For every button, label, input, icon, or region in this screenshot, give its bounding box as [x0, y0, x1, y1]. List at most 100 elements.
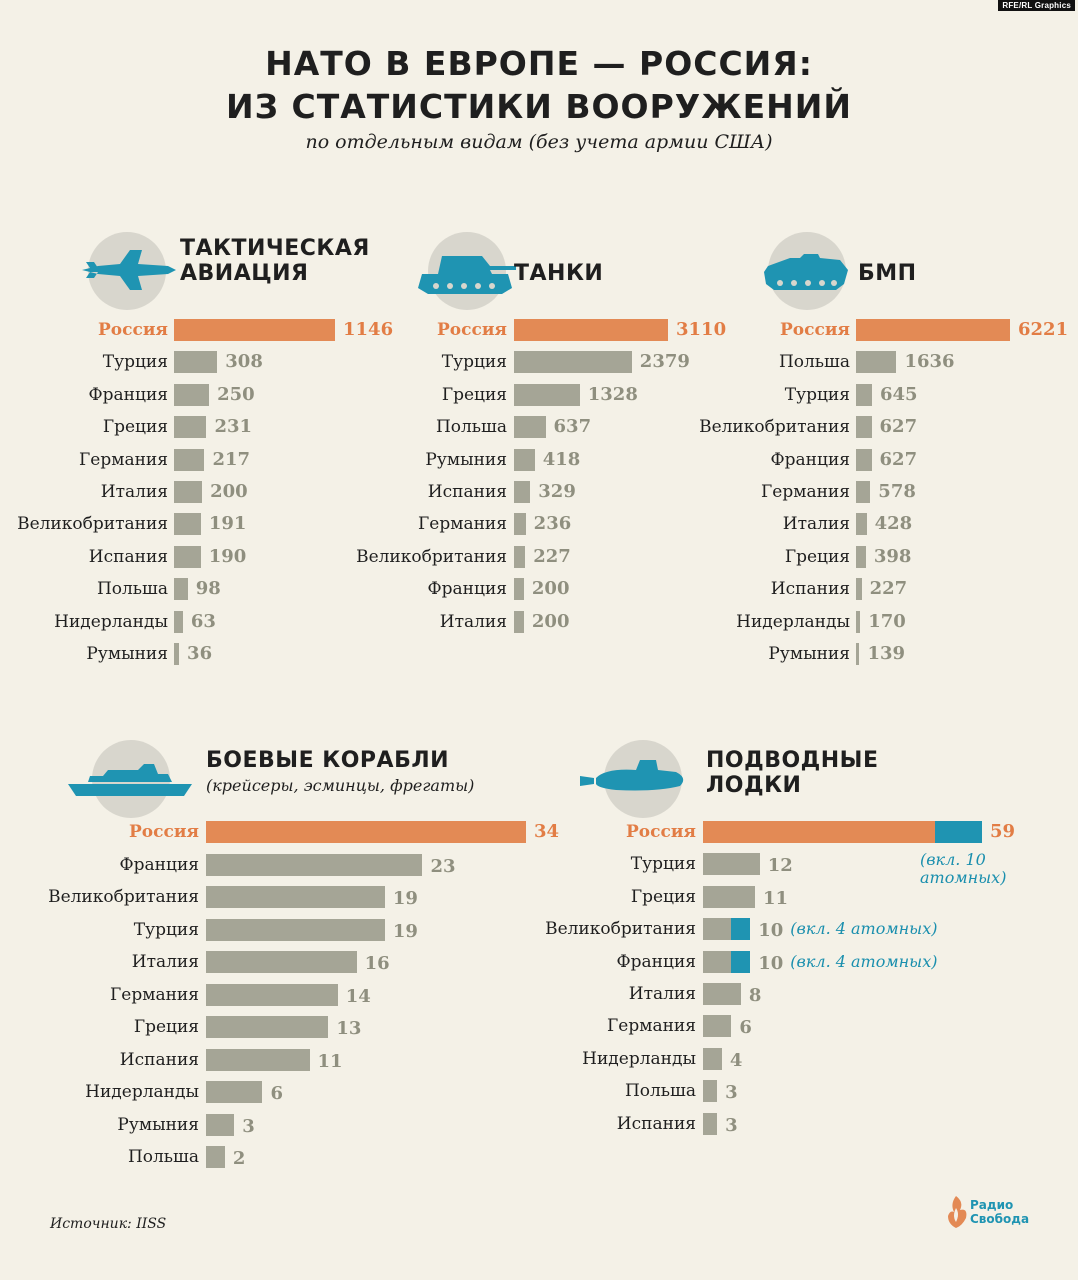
category-label: Испания — [88, 547, 168, 567]
category-label: Франция — [119, 855, 199, 875]
value-label: 329 — [538, 481, 576, 502]
submarine-icon — [580, 740, 684, 818]
bar — [206, 1146, 225, 1168]
bar — [514, 513, 526, 535]
value-label: 398 — [873, 546, 912, 567]
category-label: Италия — [628, 984, 696, 1004]
bar — [174, 319, 335, 341]
bar — [856, 319, 1010, 341]
value-label: 23 — [430, 856, 456, 877]
category-label: Великобритания — [17, 514, 168, 534]
bar — [514, 578, 524, 600]
bar — [856, 416, 872, 438]
fighter-jet-icon — [82, 232, 176, 310]
category-label: Германия — [607, 1016, 696, 1036]
value-label: 236 — [533, 513, 572, 534]
value-label: 6 — [270, 1083, 283, 1104]
category-label: Великобритания — [545, 919, 696, 939]
category-label: Испания — [616, 1114, 696, 1134]
category-label: Россия — [780, 320, 850, 340]
category-label: Нидерланды — [54, 612, 168, 632]
category-label: Россия — [129, 822, 199, 842]
bar — [703, 918, 751, 940]
value-label: 59 — [990, 821, 1016, 842]
bar — [703, 951, 751, 973]
value-label: 627 — [879, 416, 918, 437]
brand-line1: Радио — [970, 1198, 1014, 1212]
bar — [206, 984, 338, 1006]
bar — [174, 351, 218, 373]
category-label: Турция — [133, 920, 199, 940]
category-label: Польша — [96, 579, 168, 599]
value-label: 16 — [364, 953, 390, 974]
warship-icon — [68, 740, 192, 818]
category-label: Испания — [119, 1050, 199, 1070]
category-label: Россия — [437, 320, 507, 340]
bar — [703, 1113, 718, 1135]
flame-icon — [948, 1196, 967, 1228]
category-label: Польша — [127, 1147, 199, 1167]
value-label: 200 — [531, 611, 570, 632]
category-label: Румыния — [768, 644, 850, 664]
category-label: Россия — [98, 320, 168, 340]
chart-title-line2: АВИАЦИЯ — [180, 261, 309, 286]
value-label: 19 — [392, 921, 418, 942]
category-label: Великобритания — [356, 547, 507, 567]
value-label: 308 — [225, 351, 263, 372]
bar — [856, 513, 867, 535]
category-label: Германия — [418, 514, 507, 534]
chart-title-line2: ЛОДКИ — [706, 773, 802, 798]
bar — [856, 449, 872, 471]
value-label: 227 — [869, 578, 908, 599]
value-label: 10 — [758, 953, 784, 974]
value-label: 250 — [217, 384, 255, 405]
tank-icon — [418, 232, 516, 310]
bar — [856, 481, 871, 503]
bar — [856, 351, 897, 373]
bar — [514, 351, 632, 373]
value-note: (вкл. 4 атомных) — [790, 919, 938, 938]
bar — [206, 919, 385, 941]
category-label: Турция — [784, 385, 850, 405]
bar — [174, 513, 201, 535]
page-title-line1: НАТО В ЕВРОПЕ — РОССИЯ: — [265, 44, 813, 83]
value-label: 8 — [748, 985, 762, 1006]
category-label: Германия — [761, 482, 850, 502]
value-label: 200 — [210, 481, 248, 502]
value-note: (вкл. 4 атомных) — [790, 952, 938, 971]
nuclear-bar-segment — [731, 951, 751, 973]
value-label: 10 — [758, 920, 784, 941]
value-label: 428 — [874, 513, 913, 534]
value-label: 190 — [208, 546, 247, 567]
category-label: Польша — [778, 352, 850, 372]
chart-title-line1: БМП — [858, 261, 917, 286]
bar — [206, 1016, 329, 1038]
category-label: Нидерланды — [85, 1082, 199, 1102]
value-label: 11 — [317, 1051, 343, 1072]
category-label: Турция — [441, 352, 507, 372]
value-label: 1146 — [343, 319, 394, 340]
value-label: 2 — [232, 1148, 246, 1169]
bar — [703, 886, 756, 908]
category-label: Румыния — [425, 450, 507, 470]
value-label: 3 — [725, 1115, 738, 1136]
bar — [703, 1080, 718, 1102]
source-note: Источник: IISS — [50, 1216, 167, 1232]
value-label: 11 — [763, 888, 789, 909]
bar — [174, 643, 180, 665]
value-label: 191 — [208, 513, 247, 534]
value-label: 36 — [187, 643, 213, 664]
category-label: Румыния — [117, 1115, 199, 1135]
category-label: Великобритания — [48, 887, 199, 907]
chart-title-line1: ТАКТИЧЕСКАЯ — [180, 236, 370, 261]
bar — [174, 546, 201, 568]
bar — [174, 481, 203, 503]
value-label: 12 — [767, 855, 793, 876]
bar — [856, 546, 866, 568]
ifv-icon — [764, 232, 848, 310]
page-title-line2: ИЗ СТАТИСТИКИ ВООРУЖЕНИЙ — [225, 87, 853, 126]
category-label: Франция — [616, 952, 696, 972]
